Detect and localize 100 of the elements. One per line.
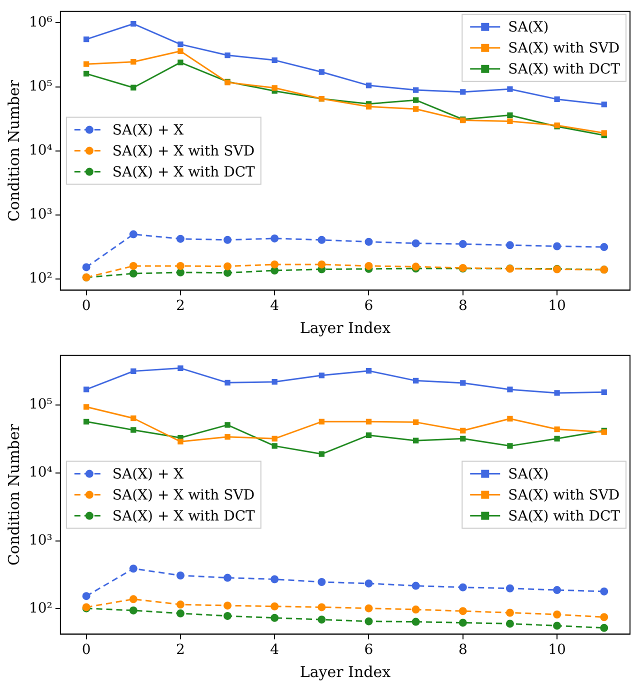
point <box>412 378 419 384</box>
y-tick-label: 10² <box>28 600 52 616</box>
legend-label: SA(X) with DCT <box>508 508 621 524</box>
point <box>553 622 562 630</box>
x-tick-label: 2 <box>176 642 185 658</box>
point <box>460 436 466 442</box>
point <box>366 368 372 374</box>
x-tick-label: 8 <box>458 298 468 314</box>
point <box>364 617 373 626</box>
y-tick-label: 10² <box>28 270 52 287</box>
point <box>129 606 138 614</box>
point <box>224 434 230 440</box>
point <box>600 243 608 252</box>
x-tick-label: 6 <box>364 298 374 314</box>
legend-label: SA(X) + X with DCT <box>112 164 256 180</box>
point <box>553 586 562 594</box>
point <box>366 418 372 424</box>
point <box>178 41 184 48</box>
point <box>507 386 513 392</box>
point <box>412 438 419 444</box>
point <box>270 234 279 242</box>
point <box>506 620 514 628</box>
point <box>176 234 184 243</box>
point <box>507 118 513 124</box>
y-tick-label: 10⁵ <box>28 396 53 413</box>
point <box>366 432 372 438</box>
point <box>601 102 607 108</box>
point <box>176 268 184 276</box>
point <box>130 427 136 433</box>
point <box>507 443 513 449</box>
point <box>600 613 608 622</box>
point <box>224 52 230 58</box>
point <box>364 604 373 612</box>
point <box>318 236 326 244</box>
point <box>412 419 419 426</box>
point <box>601 130 607 136</box>
point <box>224 574 232 582</box>
x-axis-title: Layer Index <box>300 662 392 681</box>
legend-label: SA(X) + X with SVD <box>112 143 255 160</box>
point <box>318 603 326 612</box>
y-axis-title: Condition Number <box>4 423 23 566</box>
point <box>272 85 278 91</box>
y-tick-label: 10⁶ <box>28 14 53 30</box>
point <box>224 268 232 277</box>
point <box>224 236 232 244</box>
x-tick-label: 10 <box>548 298 566 314</box>
point <box>83 386 90 392</box>
point <box>364 579 373 588</box>
point <box>412 97 419 103</box>
x-tick-label: 0 <box>82 298 91 314</box>
point <box>83 36 90 42</box>
point <box>224 612 232 620</box>
point <box>506 241 514 250</box>
point <box>366 82 372 88</box>
legend-label: SA(X) + X <box>112 466 184 482</box>
y-tick-label: 10⁵ <box>28 78 53 94</box>
point <box>129 230 138 238</box>
point <box>130 368 136 374</box>
point <box>83 418 90 424</box>
point <box>600 624 608 632</box>
point <box>82 263 90 272</box>
legend-label: SA(X) with DCT <box>508 62 621 78</box>
y-tick-label: 10⁴ <box>28 464 53 481</box>
point <box>318 616 326 624</box>
point <box>176 571 184 580</box>
point <box>270 260 279 268</box>
point <box>130 59 136 65</box>
x-tick-label: 10 <box>548 642 566 658</box>
x-axis-title: Layer Index <box>300 318 392 337</box>
point <box>412 239 420 248</box>
point <box>458 240 467 248</box>
point <box>506 608 514 617</box>
point <box>507 86 513 92</box>
point <box>506 584 514 592</box>
point <box>366 104 372 110</box>
legend-label: SA(X) <box>508 20 549 36</box>
point <box>601 389 607 396</box>
point <box>178 60 184 66</box>
point <box>460 89 466 95</box>
legend-label: SA(X) with SVD <box>508 40 620 57</box>
point <box>412 87 419 93</box>
point <box>318 418 325 424</box>
x-tick-label: 4 <box>270 642 280 658</box>
point <box>554 436 560 442</box>
point <box>554 96 560 102</box>
point <box>460 428 466 434</box>
point <box>458 607 467 616</box>
point <box>270 614 279 622</box>
legend-label: SA(X) <box>508 466 549 482</box>
x-tick-label: 4 <box>270 298 280 314</box>
point <box>270 575 279 584</box>
point <box>553 242 562 250</box>
point <box>412 582 420 590</box>
point <box>224 262 232 270</box>
point <box>554 390 560 396</box>
point <box>130 415 136 422</box>
y-tick-label: 10³ <box>28 206 52 223</box>
x-tick-label: 8 <box>458 642 468 658</box>
y-tick-label: 10⁴ <box>28 142 53 159</box>
x-tick-label: 2 <box>176 298 185 314</box>
